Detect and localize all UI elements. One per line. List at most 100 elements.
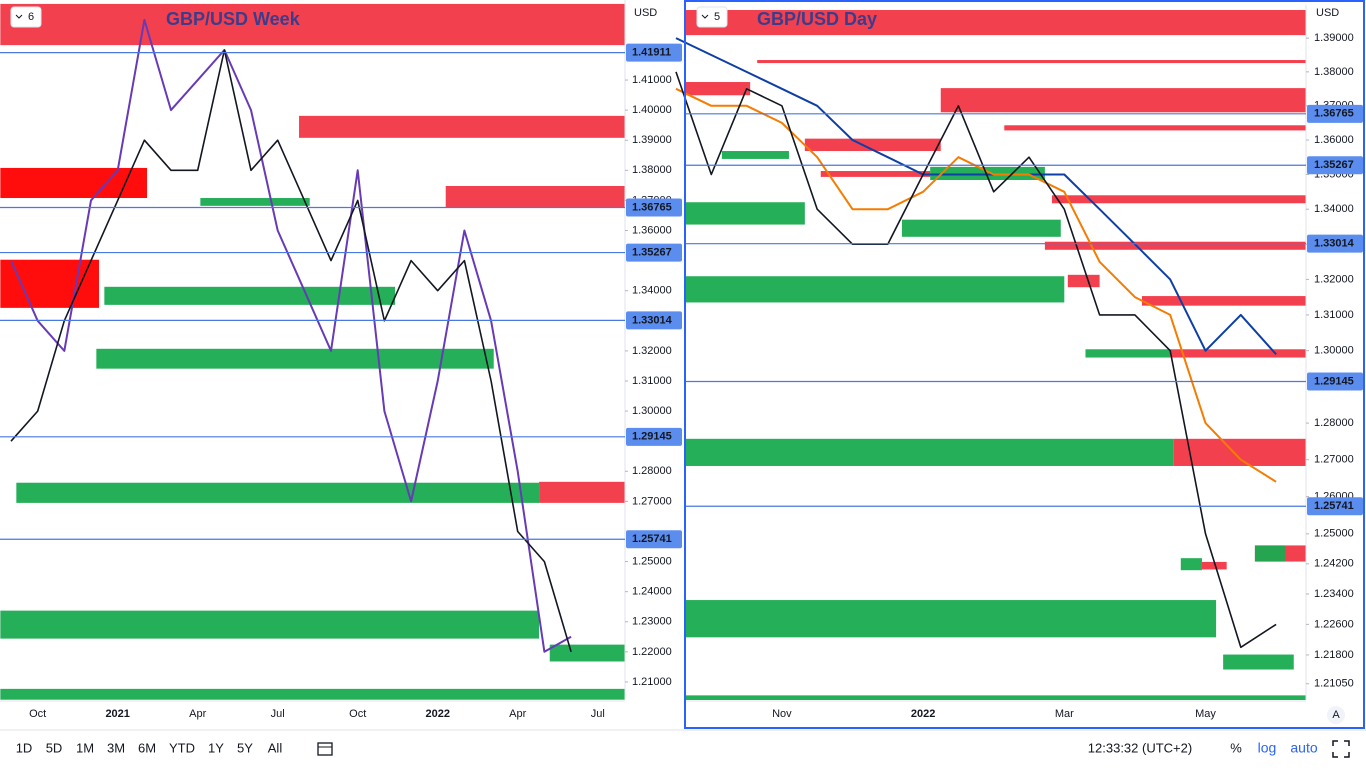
zone <box>1223 654 1294 670</box>
y-tick-label: 1.25000 <box>632 555 672 567</box>
pane-badge[interactable] <box>696 6 728 28</box>
level-label: 1.25741 <box>632 533 672 545</box>
currency-label[interactable]: USD <box>634 7 657 19</box>
zone <box>1004 125 1306 131</box>
level-label: 1.36765 <box>632 201 672 213</box>
level-label-bg <box>1307 234 1363 253</box>
y-tick-label: 1.41000 <box>632 74 672 86</box>
y-tick-label: 1.38000 <box>1314 66 1354 78</box>
range-button[interactable]: 5D <box>46 740 63 755</box>
y-tick-label: 1.28000 <box>1314 417 1354 429</box>
range-button[interactable]: 1D <box>16 740 33 755</box>
y-tick-label: 1.23000 <box>632 616 672 628</box>
x-tick-label: 2021 <box>105 708 129 720</box>
x-tick-label: Jul <box>271 708 285 720</box>
price-line <box>10 18 572 653</box>
zone <box>820 171 931 177</box>
corner-button[interactable] <box>1327 706 1345 724</box>
zone <box>1170 349 1306 358</box>
zone <box>0 167 148 199</box>
level-label-bg <box>626 243 682 262</box>
zone <box>686 82 751 96</box>
zone <box>549 644 625 662</box>
y-tick-label: 1.24000 <box>632 586 672 598</box>
zone <box>686 695 1306 700</box>
level-label-bg <box>626 43 682 62</box>
y-tick-label: 1.36000 <box>1314 134 1354 146</box>
range-button[interactable]: YTD <box>169 740 195 755</box>
chart-pane: 1.21050 1.21800 1.22600 1.23400 1.24200 1.250… <box>675 0 1365 729</box>
y-tick-label: 1.40000 <box>632 104 672 116</box>
zone <box>539 481 625 503</box>
corner-label[interactable]: A <box>1332 709 1340 721</box>
zone <box>0 259 100 308</box>
level-label: 1.29145 <box>1314 375 1354 387</box>
currency-label[interactable]: USD <box>1316 7 1339 19</box>
price-line <box>675 37 1277 355</box>
range-button[interactable]: 1M <box>76 740 94 755</box>
scale-option[interactable]: auto <box>1290 740 1317 756</box>
y-tick-label: 1.27000 <box>632 495 672 507</box>
zone <box>104 286 396 305</box>
range-button[interactable]: 6M <box>138 740 156 755</box>
x-tick-label: Apr <box>509 708 526 720</box>
y-tick-label: 1.31000 <box>1314 309 1354 321</box>
level-label-bg <box>1307 104 1363 123</box>
x-tick-label: May <box>1195 708 1216 720</box>
y-tick-label: 1.27000 <box>1314 454 1354 466</box>
x-tick-label: Mar <box>1055 708 1074 720</box>
date-range-icon[interactable] <box>317 742 333 756</box>
zone <box>1141 296 1306 306</box>
range-button[interactable]: 3M <box>107 740 125 755</box>
y-tick-label: 1.39000 <box>1314 32 1354 44</box>
y-tick-label: 1.34000 <box>1314 203 1354 215</box>
zone <box>1254 545 1285 562</box>
zone <box>901 219 1061 237</box>
zone <box>686 438 1174 466</box>
chart-pane: 1.21000 1.22000 1.23000 1.24000 1.25000 1.270… <box>0 0 682 720</box>
pane-badge[interactable] <box>10 6 42 28</box>
clock[interactable]: 12:33:32 (UTC+2) <box>1088 740 1192 755</box>
range-button[interactable]: 1Y <box>208 740 224 755</box>
zone <box>757 60 1306 64</box>
y-tick-label: 1.31000 <box>632 375 672 387</box>
zone <box>0 3 626 46</box>
x-tick-label: Oct <box>349 708 366 720</box>
level-label: 1.29145 <box>632 431 672 443</box>
level-label-bg <box>626 198 682 217</box>
x-tick-label: Apr <box>189 708 206 720</box>
zone <box>686 202 805 225</box>
y-tick-label: 1.21800 <box>1314 649 1354 661</box>
scale-option[interactable]: % <box>1230 740 1242 755</box>
level-label-bg <box>1307 156 1363 175</box>
y-tick-label: 1.30000 <box>1314 345 1354 357</box>
fullscreen-icon[interactable] <box>1332 740 1350 758</box>
x-tick-label: Oct <box>29 708 46 720</box>
x-tick-label: Jul <box>591 708 605 720</box>
y-tick-label: 1.22600 <box>1314 618 1354 630</box>
zone <box>721 151 789 159</box>
y-tick-label: 1.21000 <box>632 676 672 688</box>
y-tick-label: 1.34000 <box>632 285 672 297</box>
range-button[interactable]: 5Y <box>237 740 253 755</box>
level-label: 1.36765 <box>1314 108 1354 120</box>
chevron <box>15 14 23 19</box>
range-button[interactable]: All <box>268 740 283 755</box>
zone <box>686 10 1306 36</box>
zone <box>1051 195 1306 204</box>
level-label-bg <box>626 311 682 330</box>
level-label-bg <box>626 427 682 446</box>
scale-option[interactable]: log <box>1258 740 1277 756</box>
x-tick-label: Nov <box>772 708 792 720</box>
zone <box>940 88 1306 113</box>
y-tick-label: 1.28000 <box>632 465 672 477</box>
level-label-bg <box>1307 372 1363 391</box>
zone <box>1201 561 1227 570</box>
pane-number: 5 <box>714 11 720 23</box>
pane-number: 6 <box>28 11 34 23</box>
y-tick-label: 1.38000 <box>632 164 672 176</box>
zone <box>0 688 626 700</box>
x-tick-label: 2022 <box>425 708 449 720</box>
y-tick-label: 1.32000 <box>1314 273 1354 285</box>
